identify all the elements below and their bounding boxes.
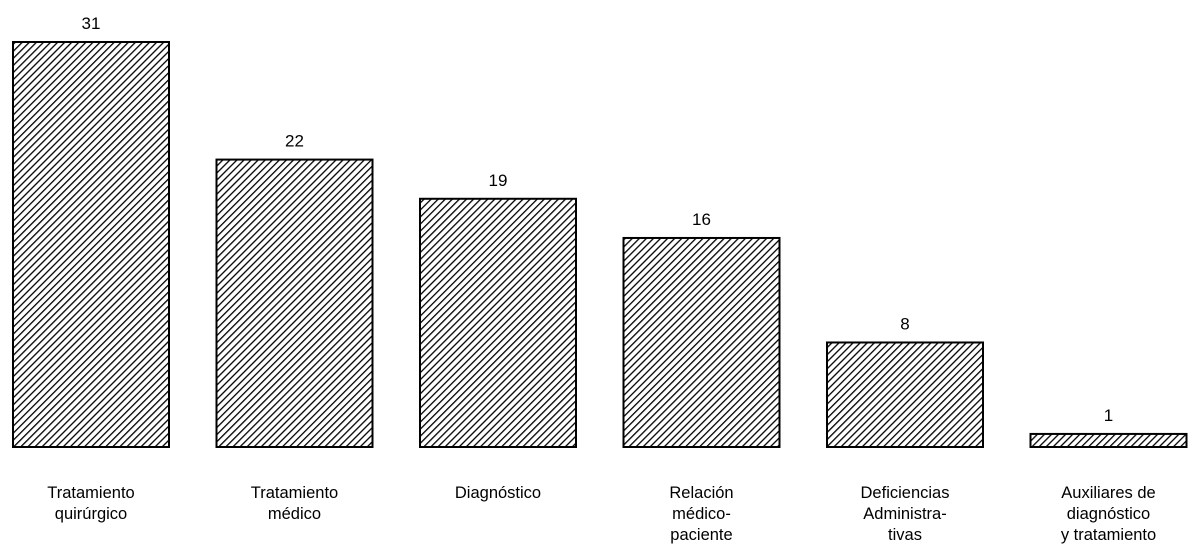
category-label-1: Tratamiento médico [251, 484, 338, 523]
category-label-1-line-1: médico [268, 505, 321, 523]
value-label-3: 16 [692, 210, 711, 229]
category-label-4: Deficiencias Administra-tivas [861, 484, 950, 544]
value-label-4: 8 [900, 314, 909, 333]
bar-4 [826, 341, 984, 448]
bar-1 [215, 158, 374, 448]
category-labels-layer: Tratamiento quirúrgico Tratamiento médico Di… [47, 484, 1156, 544]
category-label-3: Relación médico-paciente [669, 484, 733, 544]
category-label-0-line-0: Tratamiento [47, 484, 134, 502]
category-label-5: Auxiliares de diagnóstico y tratamiento [1061, 484, 1156, 544]
bar-2 [419, 197, 577, 448]
category-label-2: Diagnóstico [455, 484, 541, 502]
category-label-5-line-0: Auxiliares de [1061, 484, 1155, 502]
value-label-2: 19 [489, 171, 508, 190]
category-label-3-line-1: médico- [672, 505, 731, 523]
value-label-0: 31 [82, 14, 101, 33]
value-label-1: 22 [285, 132, 304, 151]
bars-layer [12, 41, 1188, 449]
bar-5 [1029, 432, 1188, 449]
category-label-3-line-2: paciente [670, 526, 732, 544]
value-labels-layer: 31 22 19 16 8 1 [82, 14, 1114, 425]
category-label-5-line-2: y tratamiento [1061, 526, 1156, 544]
category-label-4-line-2: tivas [888, 526, 922, 544]
value-label-5: 1 [1104, 406, 1113, 425]
category-label-1-line-0: Tratamiento [251, 484, 338, 502]
category-label-3-line-0: Relación [669, 484, 733, 502]
category-label-4-line-1: Administra- [863, 505, 946, 523]
bar-0 [12, 41, 170, 448]
category-label-0: Tratamiento quirúrgico [47, 484, 134, 523]
bar-3 [622, 236, 781, 448]
category-label-4-line-0: Deficiencias [861, 484, 950, 502]
category-label-0-line-1: quirúrgico [55, 505, 127, 523]
category-label-5-line-1: diagnóstico [1067, 505, 1150, 523]
category-label-2-line-0: Diagnóstico [455, 484, 541, 502]
